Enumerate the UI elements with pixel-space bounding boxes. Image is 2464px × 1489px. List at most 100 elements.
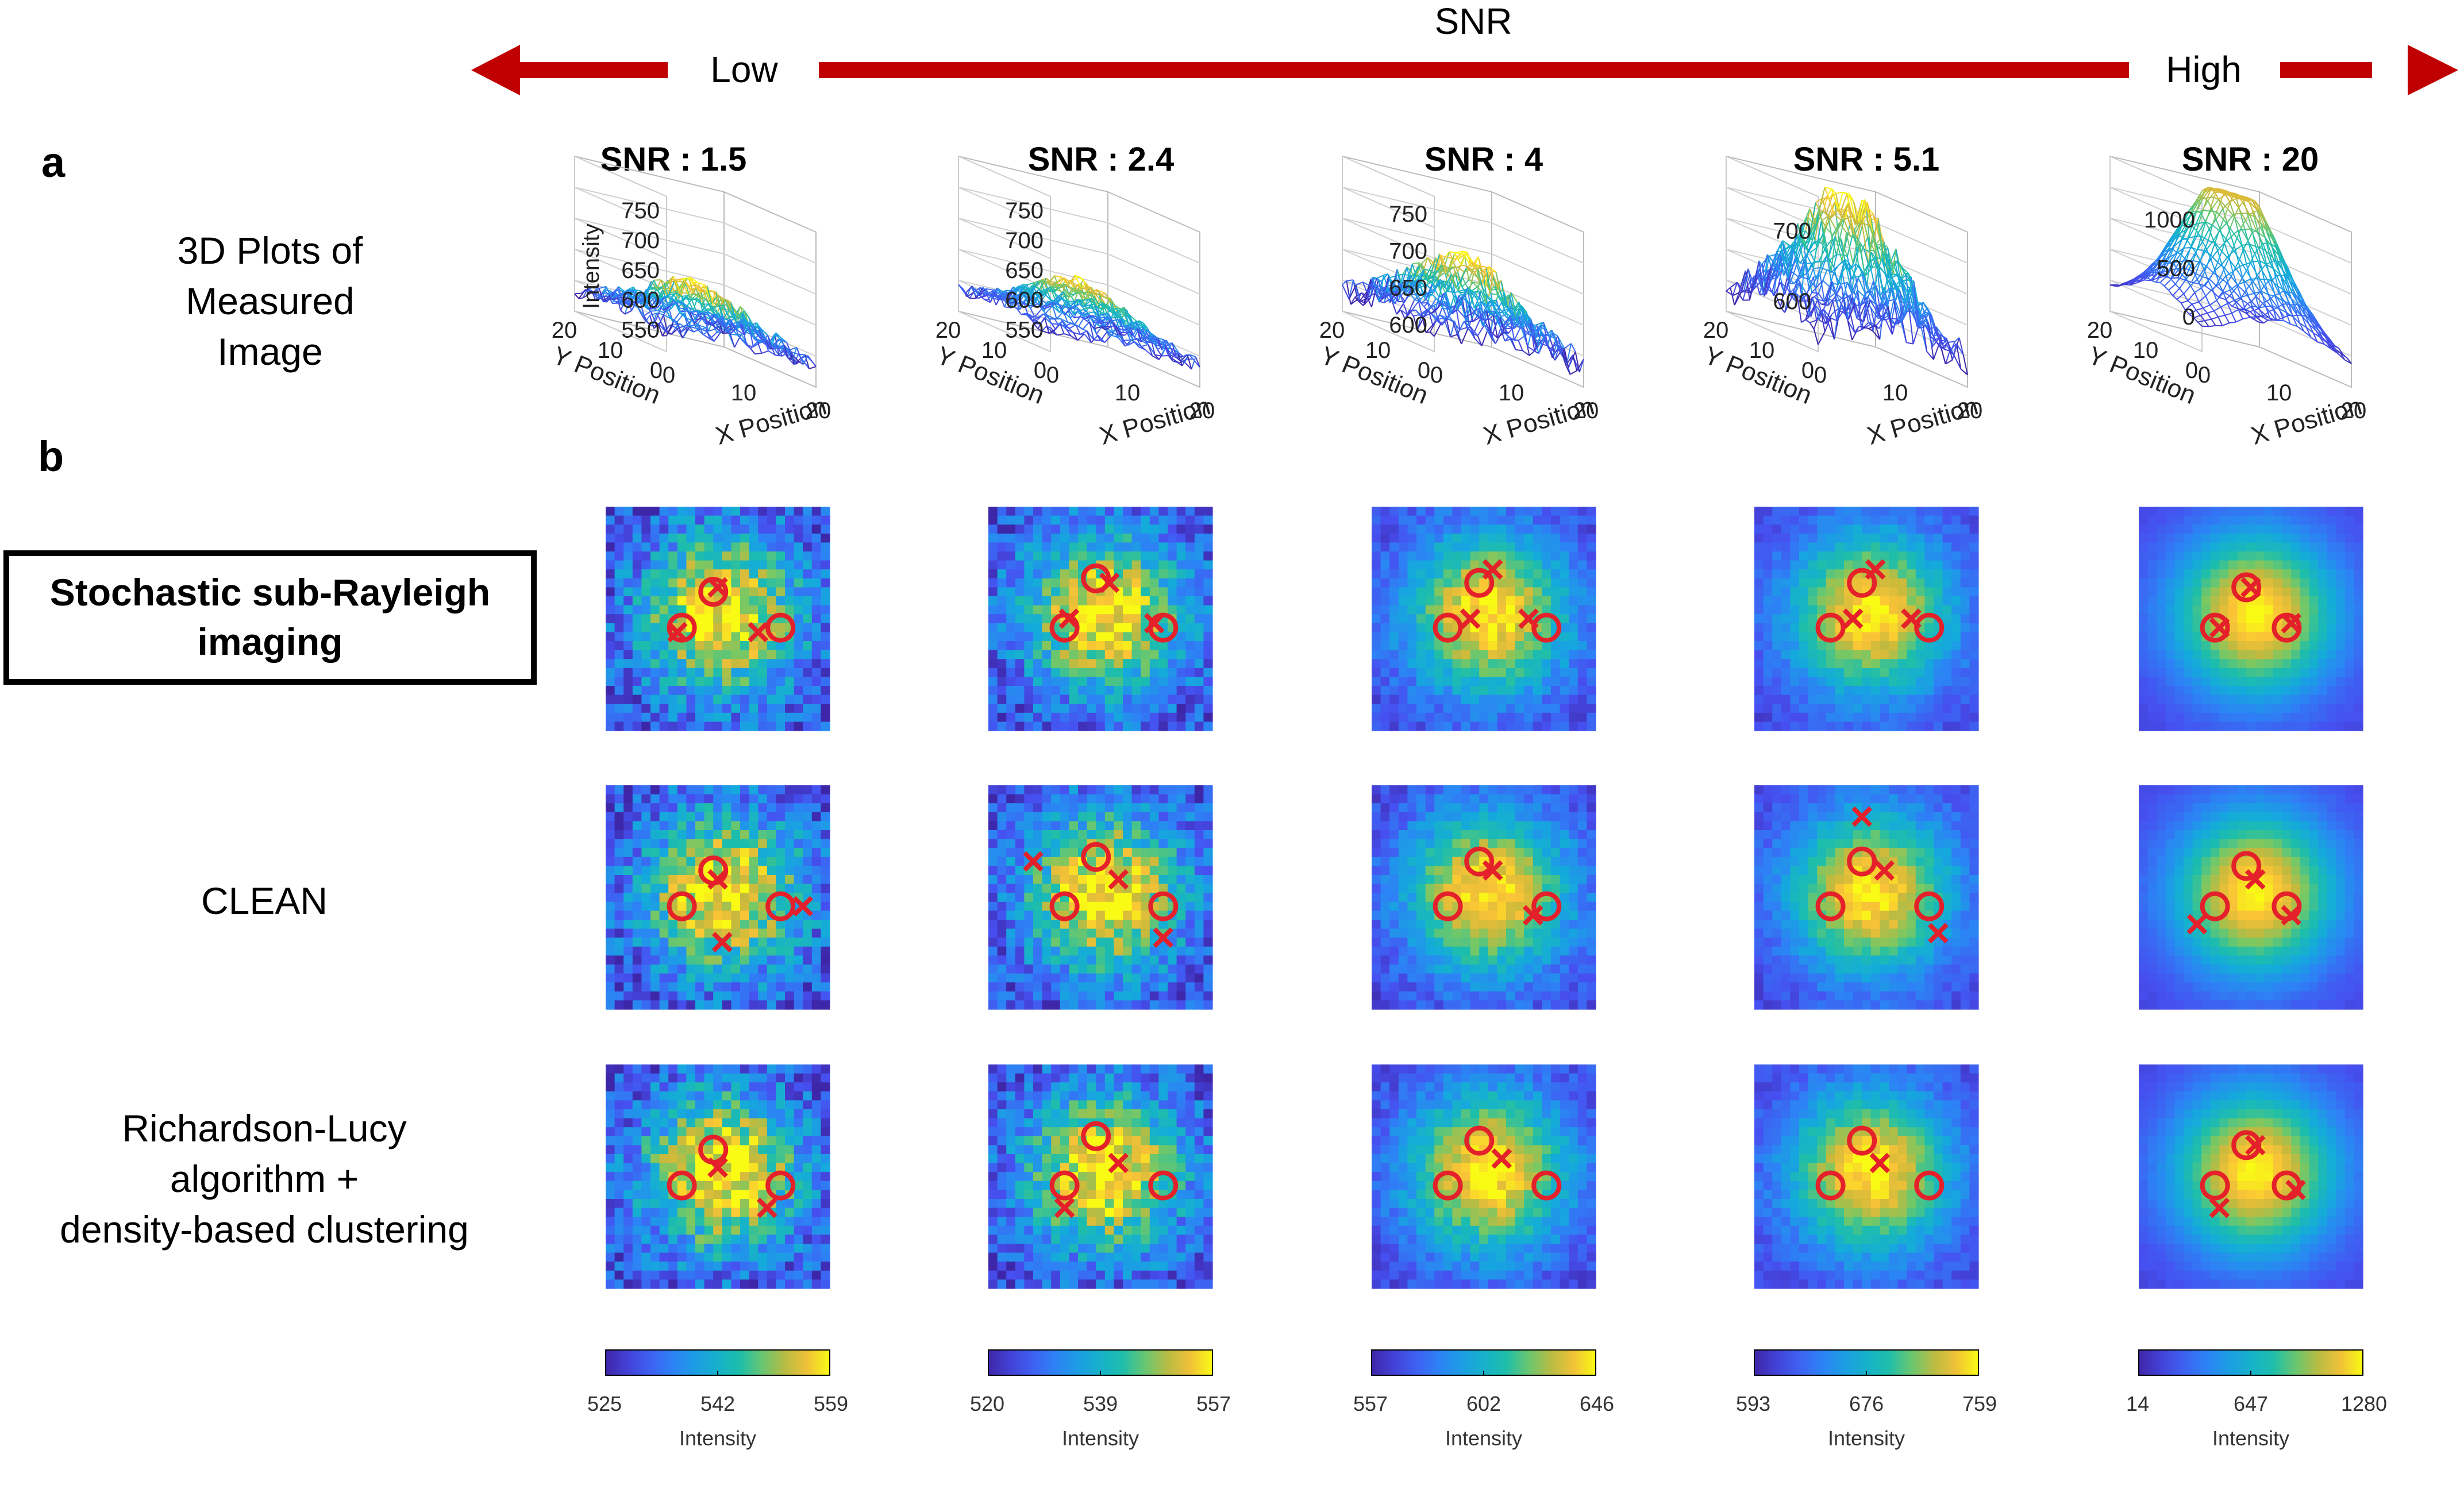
mesh-line: [634, 289, 642, 292]
mesh-line: [722, 299, 727, 302]
mesh-line: [2176, 299, 2182, 303]
mesh-line: [699, 307, 705, 314]
mesh-line: [645, 293, 653, 299]
mesh-line: [1064, 333, 1071, 337]
mesh-line: [698, 294, 706, 300]
mesh-line: [769, 347, 775, 350]
mesh-line: [2220, 303, 2228, 308]
mesh-line: [663, 306, 671, 311]
mesh-line: [2187, 300, 2193, 305]
mesh-line: [1569, 370, 1577, 375]
mesh-line: [724, 320, 729, 326]
x-axis-label: X Position: [1096, 392, 1214, 450]
mesh-line: [582, 293, 590, 299]
column-title: SNR : 2.4: [1027, 141, 1175, 178]
mesh-line: [699, 325, 706, 329]
snr-arrow-shaft: [819, 62, 2129, 78]
mesh-line: [717, 331, 721, 333]
mesh-line: [696, 298, 705, 309]
mesh-line: [2225, 238, 2234, 250]
mesh-line: [657, 323, 663, 336]
mesh-line: [582, 290, 588, 298]
mesh-line: [644, 310, 652, 317]
mesh-line: [664, 308, 672, 314]
mesh-line: [1044, 317, 1050, 334]
row-label-richardson-lucy: Richardson-Lucy algorithm + density-base…: [60, 1107, 469, 1251]
mesh-line: [667, 279, 676, 292]
mesh-line: [774, 334, 780, 356]
mesh-line: [1083, 329, 1087, 331]
grid-line: [958, 218, 1108, 254]
mesh-line: [744, 326, 750, 335]
mesh-line: [712, 308, 720, 316]
mesh-line: [711, 291, 717, 304]
mesh-line: [808, 366, 817, 369]
x-axis-label: X Position: [713, 392, 830, 450]
mesh-line: [2181, 300, 2188, 304]
mesh-line: [671, 279, 679, 283]
mesh-line: [623, 289, 631, 292]
mesh-line: [656, 313, 661, 322]
mesh-line: [1886, 299, 1895, 302]
mesh-line: [599, 286, 606, 289]
y-tick-label: 20: [935, 318, 961, 343]
mesh-line: [709, 338, 715, 342]
mesh-line: [1514, 340, 1519, 341]
mesh-line: [778, 348, 784, 356]
mesh-line: [710, 313, 718, 321]
mesh-line: [779, 339, 785, 346]
mesh-line: [649, 286, 657, 291]
mesh-line: [1398, 300, 1406, 303]
mesh-line: [2257, 278, 2265, 280]
mesh-line: [689, 326, 695, 333]
mesh-line: [1109, 321, 1114, 323]
grid-line: [1491, 222, 1584, 264]
mesh-line: [668, 294, 673, 308]
mesh-line: [691, 284, 697, 295]
mesh-line: [672, 312, 680, 322]
mesh-line: [682, 328, 688, 339]
mesh-line: [742, 321, 747, 325]
mesh-line: [1127, 341, 1135, 346]
mesh-line: [676, 322, 682, 333]
mesh-line: [592, 288, 600, 293]
mesh-line: [1810, 319, 1817, 323]
mesh-line: [617, 288, 624, 292]
mesh-line: [1926, 314, 1930, 315]
mesh-line: [657, 310, 665, 314]
mesh-line: [775, 332, 781, 340]
mesh-line: [1822, 280, 1830, 287]
mesh-line: [711, 324, 717, 329]
mesh-line: [790, 346, 797, 351]
mesh-line: [671, 299, 679, 309]
mesh-line: [788, 357, 793, 361]
mesh-line: [697, 282, 703, 292]
mesh-line: [804, 354, 810, 369]
snr-arrow-right-head: [2408, 45, 2458, 95]
mesh-line: [771, 345, 777, 349]
mesh-line: [700, 291, 706, 310]
mesh-line: [1825, 227, 1834, 236]
mesh-line: [671, 327, 679, 335]
mesh-line: [775, 354, 783, 357]
x-tick-label: 20: [806, 398, 831, 423]
mesh-line: [642, 293, 650, 310]
mesh-line: [1792, 245, 1799, 246]
row-label-clean: CLEAN: [201, 879, 328, 922]
mesh-line: [2168, 284, 2176, 291]
mesh-line: [713, 295, 719, 310]
z-tick-label: 650: [1389, 276, 1427, 301]
mesh-line: [696, 284, 704, 291]
mesh-line: [648, 321, 656, 324]
mesh-line: [682, 302, 687, 319]
x-axis-label: X Position: [1864, 392, 1981, 450]
mesh-line: [737, 329, 745, 335]
mesh-line: [684, 281, 693, 295]
mesh-line: [2204, 320, 2209, 327]
mesh-line: [690, 311, 698, 317]
mesh-line: [603, 289, 611, 292]
mesh-line: [693, 328, 701, 333]
mesh-line: [2207, 310, 2215, 314]
mesh-line: [2183, 293, 2189, 302]
